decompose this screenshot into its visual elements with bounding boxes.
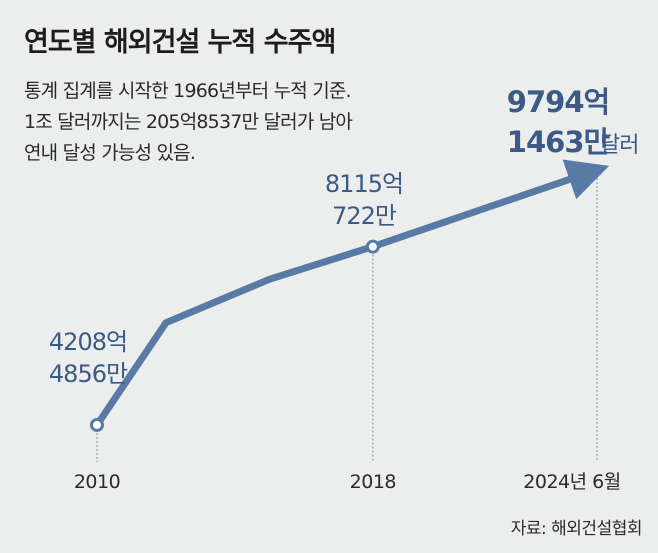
unit-label: 달러 — [600, 133, 638, 158]
data-series — [94, 159, 610, 427]
x-tick-label: 2018 — [350, 471, 396, 493]
point-marker — [90, 417, 104, 432]
data-label: 8115억 — [325, 170, 403, 198]
description-line-2: 1조 달러까지는 205억8537만 달러가 남아 — [24, 111, 353, 133]
x-tick-label: 2024년 6월 — [523, 471, 620, 493]
data-label: 1463만 — [507, 125, 611, 159]
description-line-1: 통계 집계를 시작한 1966년부터 누적 기준. — [24, 80, 352, 102]
data-label: 9794억 — [507, 85, 609, 119]
guide-lines — [96, 177, 598, 462]
data-label: 722만 — [332, 202, 397, 230]
point-markers — [90, 239, 380, 432]
x-tick-label: 2010 — [74, 471, 120, 493]
chart-description: 통계 집계를 시작한 1966년부터 누적 기준. 1조 달러까지는 205억8… — [24, 76, 464, 169]
source-note: 자료: 해외건설협회 — [510, 519, 643, 539]
data-label: 4856만 — [49, 360, 128, 388]
data-label: 4208억 — [49, 328, 127, 356]
series-line — [94, 159, 610, 427]
point-marker — [365, 239, 380, 254]
description-line-3: 연내 달성 가능성 있음. — [24, 142, 196, 164]
x-axis-ticks: 2010 2018 2024년 6월 — [74, 471, 621, 493]
chart-title: 연도별 해외건설 누적 수주액 — [24, 27, 336, 58]
